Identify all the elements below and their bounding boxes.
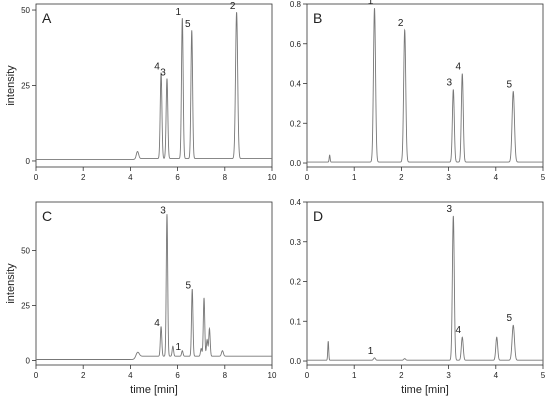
y-tick-label: 0.8 bbox=[290, 0, 302, 9]
peak-label: 2 bbox=[398, 18, 404, 29]
x-tick-label: 0 bbox=[34, 173, 39, 182]
x-tick-label: 6 bbox=[175, 173, 180, 182]
x-tick-label: 5 bbox=[541, 173, 546, 182]
x-tick-label: 4 bbox=[128, 173, 133, 182]
plot-frame bbox=[36, 4, 272, 167]
chromatogram-trace bbox=[36, 214, 272, 359]
peak-label: 3 bbox=[160, 205, 166, 216]
y-tick-label: 0.0 bbox=[290, 357, 302, 366]
x-tick-label: 10 bbox=[268, 371, 277, 380]
peak-label: 5 bbox=[185, 280, 191, 291]
peak-label: 4 bbox=[456, 62, 462, 73]
x-tick-label: 4 bbox=[494, 173, 499, 182]
panel-letter: D bbox=[313, 208, 323, 224]
y-tick-label: 25 bbox=[21, 302, 30, 311]
y-tick-label: 0 bbox=[26, 357, 31, 366]
peak-label: 5 bbox=[185, 19, 191, 30]
plot-frame bbox=[307, 202, 543, 365]
x-tick-label: 8 bbox=[223, 173, 228, 182]
x-axis-label: time [min] bbox=[130, 384, 178, 396]
x-tick-label: 5 bbox=[541, 371, 546, 380]
x-tick-label: 3 bbox=[446, 173, 451, 182]
chromatogram-trace bbox=[307, 216, 543, 360]
peak-label: 3 bbox=[447, 77, 453, 88]
peak-label: 3 bbox=[160, 67, 166, 78]
x-tick-label: 0 bbox=[34, 371, 39, 380]
peak-label: 1 bbox=[176, 342, 182, 353]
panel-letter: B bbox=[313, 10, 322, 26]
peak-label: 4 bbox=[456, 325, 462, 336]
peak-label: 5 bbox=[506, 313, 512, 324]
y-tick-label: 0.1 bbox=[290, 317, 302, 326]
y-axis-label: intensity bbox=[5, 65, 17, 106]
y-tick-label: 0.0 bbox=[290, 159, 302, 168]
peak-label: 2 bbox=[230, 1, 236, 12]
peak-label: 1 bbox=[368, 346, 374, 357]
x-tick-label: 3 bbox=[446, 371, 451, 380]
x-tick-label: 8 bbox=[223, 371, 228, 380]
panel-c: 0 2 4 6 8 10 0 25 50 intensity time [min] C 4 3 1 5 bbox=[5, 202, 277, 396]
x-tick-label: 6 bbox=[175, 371, 180, 380]
peak-label: 1 bbox=[176, 7, 182, 18]
chromatogram-trace bbox=[36, 12, 272, 159]
x-tick-label: 2 bbox=[399, 371, 404, 380]
x-tick-label: 2 bbox=[81, 371, 86, 380]
y-tick-label: 0 bbox=[26, 157, 31, 166]
y-tick-label: 25 bbox=[21, 82, 30, 91]
y-tick-label: 0.6 bbox=[290, 40, 302, 49]
peak-label: 5 bbox=[506, 79, 512, 90]
panel-letter: A bbox=[42, 10, 52, 26]
y-tick-label: 0.3 bbox=[290, 238, 302, 247]
x-tick-label: 1 bbox=[352, 371, 357, 380]
panel-letter: C bbox=[42, 208, 52, 224]
x-tick-label: 1 bbox=[352, 173, 357, 182]
y-tick-label: 0.2 bbox=[290, 119, 302, 128]
peak-label: 3 bbox=[447, 204, 453, 215]
x-tick-label: 4 bbox=[494, 371, 499, 380]
panel-d: 0 1 2 3 4 5 0.0 0.1 0.2 0.3 0.4 time [min] D 1 3 4 5 bbox=[290, 198, 546, 396]
peak-label: 4 bbox=[154, 318, 160, 329]
y-tick-label: 50 bbox=[21, 6, 30, 15]
x-tick-label: 0 bbox=[305, 173, 310, 182]
x-tick-label: 10 bbox=[268, 173, 277, 182]
x-tick-label: 4 bbox=[128, 371, 133, 380]
x-tick-label: 2 bbox=[399, 173, 404, 182]
x-tick-label: 2 bbox=[81, 173, 86, 182]
peak-label: 1 bbox=[368, 0, 374, 7]
x-tick-label: 0 bbox=[305, 371, 310, 380]
plot-frame bbox=[36, 202, 272, 365]
y-tick-label: 0.4 bbox=[290, 198, 302, 207]
y-tick-label: 50 bbox=[21, 246, 30, 255]
x-axis-label: time [min] bbox=[401, 384, 449, 396]
y-tick-label: 0.2 bbox=[290, 278, 302, 287]
y-axis-label: intensity bbox=[5, 263, 17, 304]
y-tick-label: 0.4 bbox=[290, 80, 302, 89]
